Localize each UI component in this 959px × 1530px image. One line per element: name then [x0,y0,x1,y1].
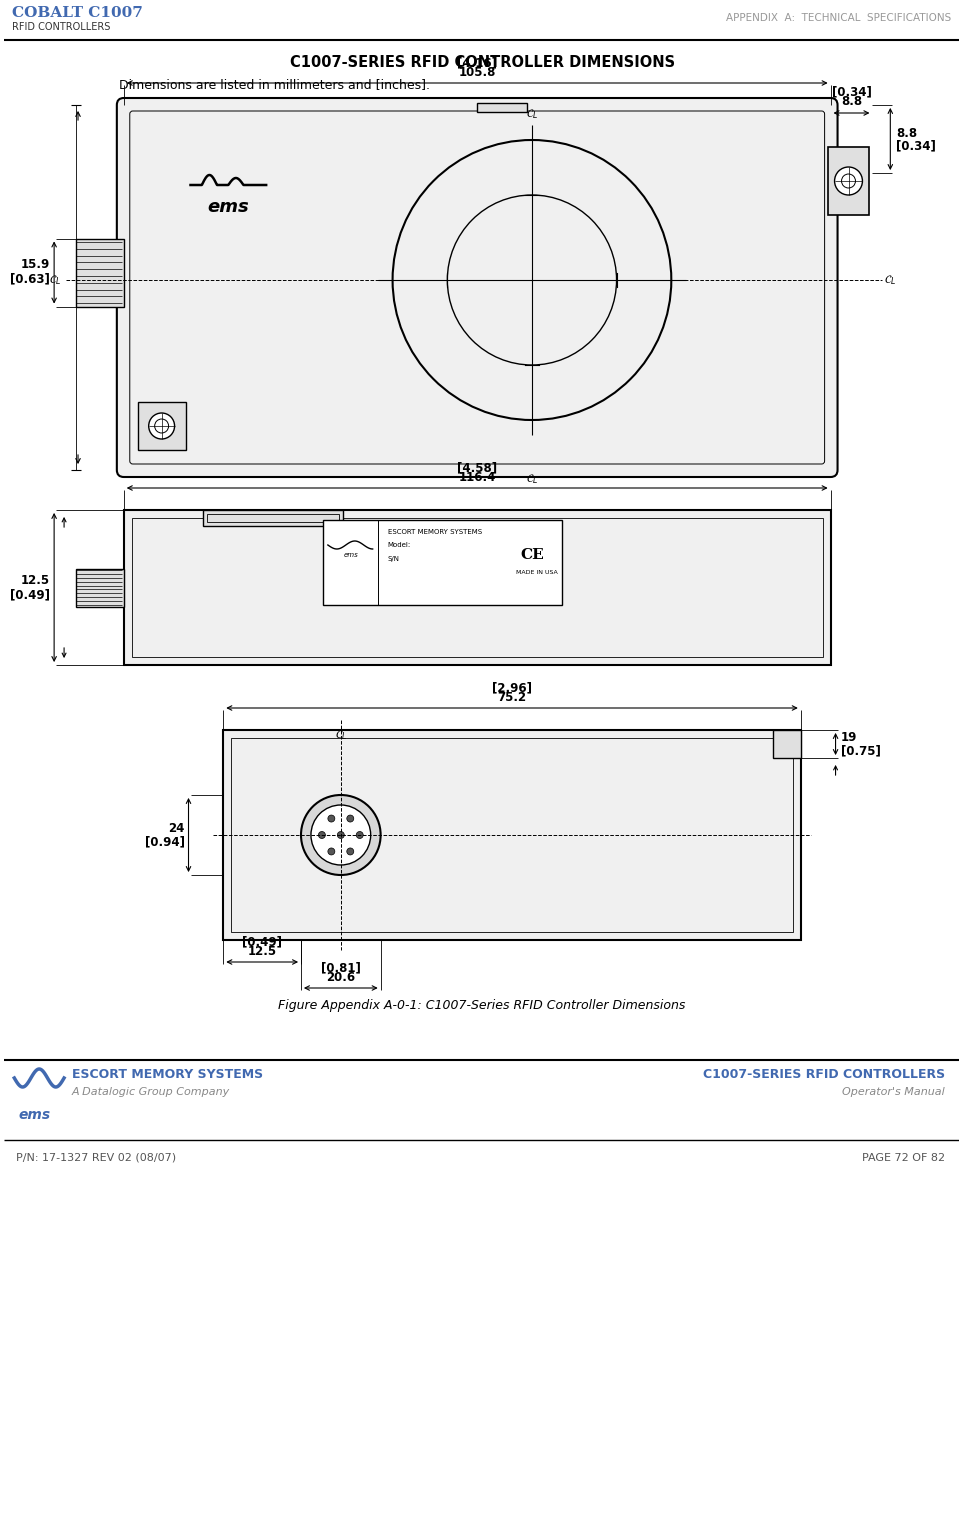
Text: [0.81]: [0.81] [321,961,361,975]
Text: 105.8: 105.8 [458,66,496,80]
Circle shape [356,831,363,838]
Circle shape [318,831,325,838]
Text: [4.16]: [4.16] [457,57,497,69]
Text: P/N: 17-1327 REV 02 (08/07): P/N: 17-1327 REV 02 (08/07) [16,1154,176,1163]
Text: C1007-SERIES RFID CONTROLLERS: C1007-SERIES RFID CONTROLLERS [703,1068,945,1080]
Text: 8.8: 8.8 [841,95,862,109]
Text: 24: 24 [168,822,184,834]
Text: 12.5: 12.5 [247,946,277,958]
Text: $\mathcal{C}_L$: $\mathcal{C}_L$ [49,272,61,288]
Text: APPENDIX  A:  TECHNICAL  SPECIFICATIONS: APPENDIX A: TECHNICAL SPECIFICATIONS [726,12,951,23]
Text: $\mathcal{C}_L$: $\mathcal{C}_L$ [526,471,538,487]
Text: 20.6: 20.6 [326,972,356,984]
Text: 116.4: 116.4 [458,471,496,483]
Text: [0.63]: [0.63] [11,272,50,285]
Circle shape [154,419,169,433]
Bar [76,239,124,306]
Circle shape [834,167,862,194]
Text: 75.2: 75.2 [498,692,526,704]
Circle shape [347,848,354,855]
Text: [4.58]: [4.58] [457,461,498,474]
Text: [0.49]: [0.49] [243,935,282,949]
Circle shape [347,815,354,822]
Text: S/N: S/N [387,555,400,562]
Text: Operator's Manual: Operator's Manual [842,1086,945,1097]
Text: PAGE 72 OF 82: PAGE 72 OF 82 [862,1154,945,1163]
Text: MADE IN USA: MADE IN USA [516,571,558,575]
Bar [138,402,185,450]
Text: C1007-SERIES RFID CONTROLLER DIMENSIONS: C1007-SERIES RFID CONTROLLER DIMENSIONS [290,55,675,69]
Circle shape [301,796,381,875]
Circle shape [328,848,335,855]
Bar [207,514,339,522]
Text: [0.75]: [0.75] [840,745,880,757]
Text: ems: ems [18,1108,51,1121]
Text: RFID CONTROLLERS: RFID CONTROLLERS [12,21,110,32]
Text: 15.9: 15.9 [21,259,50,271]
Text: ESCORT MEMORY SYSTEMS: ESCORT MEMORY SYSTEMS [72,1068,263,1080]
Text: CE: CE [520,548,544,562]
Text: COBALT C1007: COBALT C1007 [12,6,143,20]
Circle shape [338,831,344,838]
Text: Dimensions are listed in millimeters and [inches].: Dimensions are listed in millimeters and… [119,78,430,92]
Bar [223,730,801,939]
Text: [0.49]: [0.49] [11,588,50,601]
Text: ESCORT MEMORY SYSTEMS: ESCORT MEMORY SYSTEMS [387,529,481,536]
Text: [2.96]: [2.96] [492,681,532,695]
Text: ems: ems [343,552,358,558]
Bar [231,737,793,932]
Circle shape [328,815,335,822]
Bar [203,509,342,526]
Circle shape [842,174,855,188]
Text: $\mathcal{C}_L$: $\mathcal{C}_L$ [526,107,538,121]
Bar [323,520,562,604]
Text: 12.5: 12.5 [21,574,50,588]
Bar [828,147,870,216]
Text: Figure Appendix A-0-1: C1007-Series RFID Controller Dimensions: Figure Appendix A-0-1: C1007-Series RFID… [278,999,686,1011]
Text: $\mathcal{C}_L$: $\mathcal{C}_L$ [884,272,897,288]
Bar [478,103,526,112]
Text: [0.34]: [0.34] [897,139,936,153]
Bar [76,569,124,606]
Text: ems: ems [207,197,249,216]
Text: Model:: Model: [387,542,410,548]
Text: 19: 19 [840,730,857,744]
Bar [131,519,823,656]
Text: [0.94]: [0.94] [145,835,184,849]
Circle shape [311,805,371,864]
Text: A Datalogic Group Company: A Datalogic Group Company [72,1086,230,1097]
Text: [0.34]: [0.34] [831,86,872,98]
Text: $\mathcal{C}_L$: $\mathcal{C}_L$ [335,728,347,742]
FancyBboxPatch shape [117,98,837,477]
Text: 8.8: 8.8 [897,127,918,139]
Bar [773,730,801,757]
Bar [124,509,830,666]
Circle shape [149,413,175,439]
